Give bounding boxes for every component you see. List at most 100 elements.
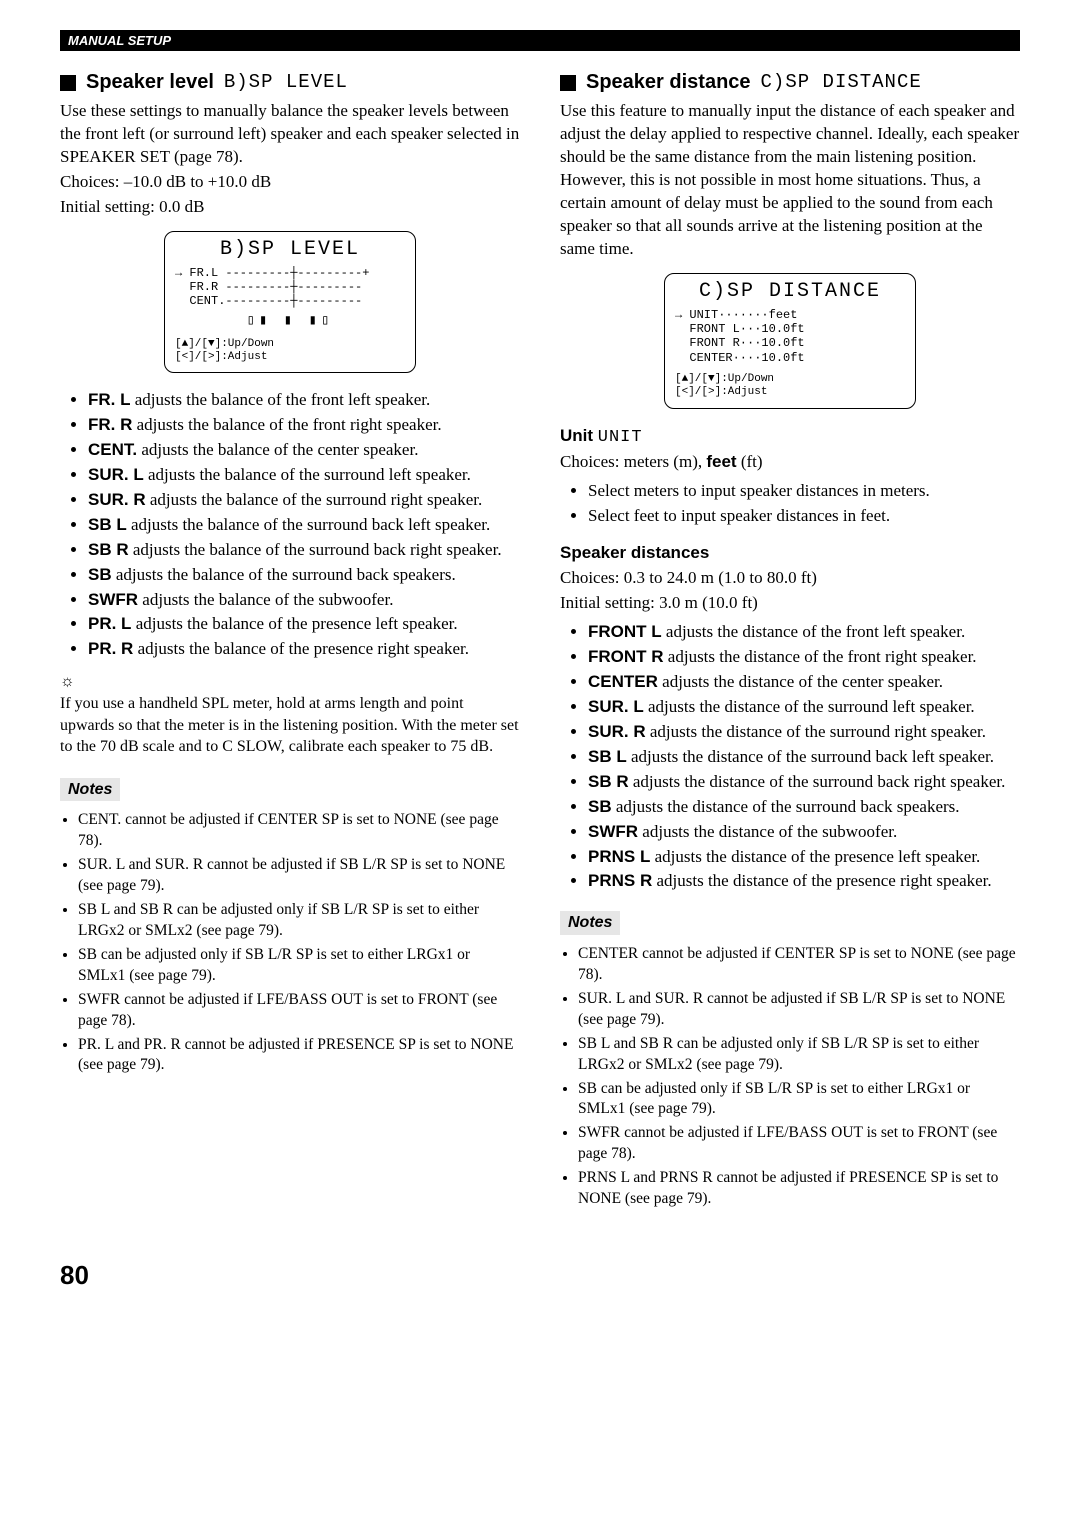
list-term: SWFR (588, 822, 638, 841)
square-bullet-icon (560, 75, 576, 91)
list-desc: adjusts the balance of the front left sp… (131, 390, 431, 409)
list-term: SB (88, 565, 112, 584)
distances-heading: Speaker distances (560, 542, 1020, 565)
list-item: SUR. L and SUR. R cannot be adjusted if … (78, 855, 520, 897)
list-term: FRONT R (588, 647, 664, 666)
notes-list-right: CENTER cannot be adjusted if CENTER SP i… (560, 944, 1020, 1210)
list-term: SB (588, 797, 612, 816)
speaker-level-title: Speaker level B)SP LEVEL (60, 69, 520, 96)
list-desc: adjusts the distance of the front right … (664, 647, 977, 666)
list-item: SB can be adjusted only if SB L/R SP is … (578, 1079, 1020, 1121)
list-term: FR. R (88, 415, 132, 434)
list-desc: adjusts the balance of the subwoofer. (138, 590, 393, 609)
list-desc: adjusts the distance of the surround bac… (612, 797, 960, 816)
speaker-distance-list: FRONT L adjusts the distance of the fron… (560, 621, 1020, 893)
list-item: Select meters to input speaker distances… (588, 480, 1020, 503)
list-term: CENTER (588, 672, 658, 691)
list-desc: adjusts the distance of the surround bac… (629, 772, 1006, 791)
list-item: SB L adjusts the balance of the surround… (88, 514, 520, 537)
unit-heading: Unit UNIT (560, 425, 1020, 450)
list-item: CENTER cannot be adjusted if CENTER SP i… (578, 944, 1020, 986)
unit-osd: UNIT (598, 428, 643, 447)
right-column: Speaker distance C)SP DISTANCE Use this … (560, 69, 1020, 1220)
sp-level-screen-lines: → FR.L ---------┼---------+ FR.R -------… (175, 266, 405, 309)
left-column: Speaker level B)SP LEVEL Use these setti… (60, 69, 520, 1220)
list-desc: adjusts the balance of the front right s… (132, 415, 441, 434)
list-item: SUR. L and SUR. R cannot be adjusted if … (578, 989, 1020, 1031)
list-item: SUR. R adjusts the balance of the surrou… (88, 489, 520, 512)
list-desc: adjusts the balance of the surround back… (112, 565, 456, 584)
list-item: SB R adjusts the distance of the surroun… (588, 771, 1020, 794)
list-item: FR. R adjusts the balance of the front r… (88, 414, 520, 437)
sp-distance-screen-hint: [▲]/[▼]:Up/Down [<]/[>]:Adjust (675, 373, 905, 399)
list-term: PR. L (88, 614, 131, 633)
list-desc: adjusts the balance of the presence righ… (133, 639, 469, 658)
list-desc: adjusts the distance of the surround lef… (644, 697, 975, 716)
list-term: SB R (588, 772, 629, 791)
list-term: SUR. L (88, 465, 144, 484)
speaker-distance-title: Speaker distance C)SP DISTANCE (560, 69, 1020, 96)
list-desc: adjusts the distance of the surround bac… (627, 747, 994, 766)
notes-heading-right: Notes (560, 911, 620, 935)
list-item: PR. L adjusts the balance of the presenc… (88, 613, 520, 636)
list-item: PR. R adjusts the balance of the presenc… (88, 638, 520, 661)
sp-level-screen: B)SP LEVEL → FR.L ---------┼---------+ F… (164, 231, 416, 373)
distances-initial: Initial setting: 3.0 m (10.0 ft) (560, 592, 1020, 615)
list-term: PRNS L (588, 847, 650, 866)
list-term: SUR. R (88, 490, 146, 509)
list-item: PRNS L adjusts the distance of the prese… (588, 846, 1020, 869)
list-item: Select feet to input speaker distances i… (588, 505, 1020, 528)
list-item: SB R adjusts the balance of the surround… (88, 539, 520, 562)
unit-bullets: Select meters to input speaker distances… (560, 480, 1020, 528)
list-item: SB L adjusts the distance of the surroun… (588, 746, 1020, 769)
list-term: FR. L (88, 390, 131, 409)
page-number: 80 (60, 1260, 1020, 1291)
speaker-level-osd: B)SP LEVEL (224, 70, 348, 96)
speaker-level-choices: Choices: –10.0 dB to +10.0 dB (60, 171, 520, 194)
list-term: PRNS R (588, 871, 652, 890)
list-item: SWFR cannot be adjusted if LFE/BASS OUT … (578, 1123, 1020, 1165)
list-term: SWFR (88, 590, 138, 609)
speaker-distance-intro: Use this feature to manually input the d… (560, 100, 1020, 261)
list-item: SUR. R adjusts the distance of the surro… (588, 721, 1020, 744)
list-desc: adjusts the distance of the subwoofer. (638, 822, 897, 841)
list-item: PR. L and PR. R cannot be adjusted if PR… (78, 1035, 520, 1077)
unit-choices-bold: feet (706, 452, 736, 471)
two-column-layout: Speaker level B)SP LEVEL Use these setti… (60, 69, 1020, 1220)
distances-choices: Choices: 0.3 to 24.0 m (1.0 to 80.0 ft) (560, 567, 1020, 590)
list-item: CENT. adjusts the balance of the center … (88, 439, 520, 462)
list-item: SWFR adjusts the balance of the subwoofe… (88, 589, 520, 612)
list-term: PR. R (88, 639, 133, 658)
list-item: SB can be adjusted only if SB L/R SP is … (78, 945, 520, 987)
sp-distance-screen: C)SP DISTANCE → UNIT·······feet FRONT L·… (664, 273, 916, 409)
tip-text: If you use a handheld SPL meter, hold at… (60, 693, 520, 758)
list-desc: adjusts the balance of the presence left… (131, 614, 457, 633)
list-desc: adjusts the balance of the surround left… (144, 465, 471, 484)
list-desc: adjusts the balance of the surround righ… (146, 490, 483, 509)
tip-icon: ☼ (60, 671, 520, 693)
unit-choices: Choices: meters (m), feet (ft) (560, 451, 1020, 474)
list-item: SUR. L adjusts the distance of the surro… (588, 696, 1020, 719)
speaker-level-label: Speaker level (86, 69, 214, 96)
sp-level-screen-hint: [▲]/[▼]:Up/Down [<]/[>]:Adjust (175, 338, 405, 364)
list-term: SUR. R (588, 722, 646, 741)
sp-distance-screen-lines: → UNIT·······feet FRONT L···10.0ft FRONT… (675, 308, 905, 366)
list-term: FRONT L (588, 622, 662, 641)
section-header: MANUAL SETUP (60, 30, 1020, 51)
notes-heading-left: Notes (60, 778, 120, 802)
list-desc: adjusts the balance of the surround back… (129, 540, 502, 559)
list-desc: adjusts the distance of the surround rig… (646, 722, 986, 741)
list-item: SB L and SB R can be adjusted only if SB… (578, 1034, 1020, 1076)
manual-page: MANUAL SETUP Speaker level B)SP LEVEL Us… (0, 0, 1080, 1331)
speaker-level-list: FR. L adjusts the balance of the front l… (60, 389, 520, 661)
list-desc: adjusts the distance of the presence rig… (652, 871, 991, 890)
list-item: SB adjusts the distance of the surround … (588, 796, 1020, 819)
speaker-icons: ▯▮ ▮ ▮▯ (175, 313, 405, 330)
list-term: SUR. L (588, 697, 644, 716)
list-item: SWFR adjusts the distance of the subwoof… (588, 821, 1020, 844)
list-item: CENT. cannot be adjusted if CENTER SP is… (78, 810, 520, 852)
list-item: FRONT L adjusts the distance of the fron… (588, 621, 1020, 644)
list-item: CENTER adjusts the distance of the cente… (588, 671, 1020, 694)
list-term: SB L (88, 515, 127, 534)
list-item: PRNS R adjusts the distance of the prese… (588, 870, 1020, 893)
